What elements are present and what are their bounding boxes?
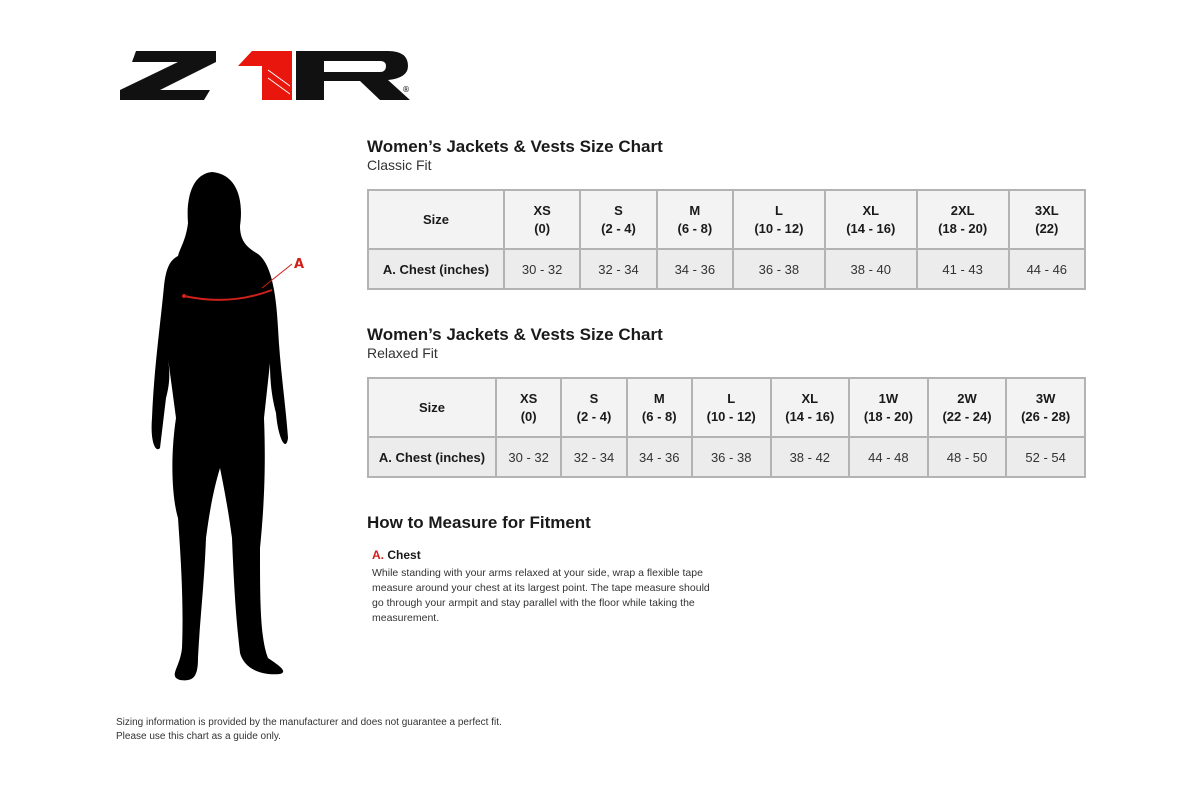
- size-numeric: (18 - 20): [863, 408, 913, 424]
- size-name: 3XL: [1034, 202, 1059, 218]
- size-header-1w: 1W (18 - 20): [848, 377, 929, 438]
- size-numeric: (2 - 4): [576, 408, 612, 424]
- size-header-row: Size XS (0) S (2 - 4) M (6 - 8) L (10 - 12) XL (14…: [367, 189, 1087, 250]
- disclaimer: Sizing information is provided by the ma…: [116, 716, 502, 744]
- size-name: 1W: [878, 390, 899, 406]
- size-name: 2W: [957, 390, 977, 406]
- chest-cell-s: 32 - 34: [579, 248, 658, 290]
- size-numeric: (18 - 20): [938, 220, 988, 236]
- chest-cell-xs: 30 - 32: [494, 436, 563, 478]
- disclaimer-line-1: Sizing information is provided by the ma…: [116, 717, 502, 728]
- size-header-xl: XL (14 - 16): [823, 189, 918, 250]
- size-header-m: M (6 - 8): [655, 189, 734, 250]
- size-header-3xl: 3XL (22): [1007, 189, 1087, 250]
- size-name: XS: [533, 202, 551, 218]
- size-name: S: [614, 202, 623, 218]
- measure-point-label: A: [294, 257, 304, 272]
- size-numeric: (6 - 8): [641, 408, 677, 424]
- chest-letter: A.: [372, 548, 384, 562]
- size-header-label: Size: [367, 189, 505, 250]
- size-name: XL: [862, 202, 880, 218]
- relaxed-chart-subtitle: Relaxed Fit: [367, 345, 438, 361]
- chest-cell-xl: 38 - 40: [823, 248, 918, 290]
- chest-cell-xs: 30 - 32: [502, 248, 582, 290]
- chest-cell-m: 34 - 36: [655, 248, 734, 290]
- chest-measure-description: While standing with your arms relaxed at…: [372, 567, 710, 624]
- registered-mark: ®: [402, 85, 410, 94]
- size-name: M: [689, 202, 701, 218]
- size-name: L: [774, 202, 783, 218]
- size-header-2w: 2W (22 - 24): [926, 377, 1008, 438]
- classic-chart-title: Women’s Jackets & Vests Size Chart: [367, 137, 663, 156]
- chest-cell-l: 36 - 38: [690, 436, 772, 478]
- chest-row-label: A. Chest (inches): [367, 436, 497, 478]
- classic-size-table: Size XS (0) S (2 - 4) M (6 - 8) L (10 - 12) XL (14…: [367, 189, 1087, 290]
- size-numeric: (14 - 16): [846, 220, 896, 236]
- chest-cell-1w: 44 - 48: [848, 436, 929, 478]
- size-name: XS: [519, 390, 538, 406]
- size-header-l: L (10 - 12): [690, 377, 772, 438]
- relaxed-size-table: Size XS (0) S (2 - 4) M (6 - 8) L (10 - 12) XL (14…: [367, 377, 1086, 478]
- size-numeric: (22): [1035, 220, 1059, 236]
- size-header-s: S (2 - 4): [560, 377, 628, 438]
- size-name: M: [653, 390, 665, 406]
- size-header-xs: XS (0): [502, 189, 582, 250]
- size-numeric: (14 - 16): [785, 408, 835, 424]
- disclaimer-line-2: Please use this chart as a guide only.: [116, 731, 281, 742]
- chest-cell-3xl: 44 - 46: [1007, 248, 1087, 290]
- relaxed-chart-title: Women’s Jackets & Vests Size Chart: [367, 325, 663, 344]
- size-header-row: Size XS (0) S (2 - 4) M (6 - 8) L (10 - 12) XL (14…: [367, 377, 1086, 438]
- size-numeric: (10 - 12): [706, 408, 756, 424]
- chest-cell-s: 32 - 34: [560, 436, 628, 478]
- how-to-measure-title: How to Measure for Fitment: [367, 513, 591, 532]
- size-numeric: (2 - 4): [601, 220, 636, 236]
- size-name: 2XL: [950, 202, 975, 218]
- size-header-3w: 3W (26 - 28): [1005, 377, 1086, 438]
- size-name: XL: [801, 390, 819, 406]
- size-name: S: [589, 390, 599, 406]
- chest-cell-2w: 48 - 50: [926, 436, 1008, 478]
- z1r-logo: ®: [120, 51, 410, 100]
- size-header-l: L (10 - 12): [731, 189, 826, 250]
- size-header-label: Size: [367, 377, 497, 438]
- size-header-xs: XS (0): [494, 377, 563, 438]
- size-header-xl: XL (14 - 16): [769, 377, 851, 438]
- size-header-s: S (2 - 4): [579, 189, 658, 250]
- chest-row: A. Chest (inches) 30 - 32 32 - 34 34 - 36 36…: [367, 436, 1086, 478]
- chest-cell-2xl: 41 - 43: [915, 248, 1010, 290]
- chest-name: Chest: [387, 548, 421, 562]
- chest-row: A. Chest (inches) 30 - 32 32 - 34 34 - 36 36…: [367, 248, 1087, 290]
- size-name: 3W: [1035, 390, 1056, 406]
- chest-row-label: A. Chest (inches): [367, 248, 505, 290]
- chest-cell-xl: 38 - 42: [769, 436, 851, 478]
- chest-cell-3w: 52 - 54: [1005, 436, 1086, 478]
- size-numeric: (6 - 8): [677, 220, 713, 236]
- size-numeric: (0): [534, 220, 551, 236]
- size-numeric: (10 - 12): [754, 220, 804, 236]
- size-numeric: (0): [520, 408, 537, 424]
- woman-silhouette-figure: A: [151, 172, 304, 681]
- size-numeric: (22 - 24): [942, 408, 992, 424]
- size-header-m: M (6 - 8): [625, 377, 693, 438]
- size-name: L: [727, 390, 736, 406]
- chest-cell-l: 36 - 38: [731, 248, 826, 290]
- chest-measure-heading: A. Chest: [372, 548, 421, 562]
- size-numeric: (26 - 28): [1021, 408, 1071, 424]
- size-header-2xl: 2XL (18 - 20): [915, 189, 1010, 250]
- classic-chart-subtitle: Classic Fit: [367, 157, 432, 173]
- chest-cell-m: 34 - 36: [625, 436, 693, 478]
